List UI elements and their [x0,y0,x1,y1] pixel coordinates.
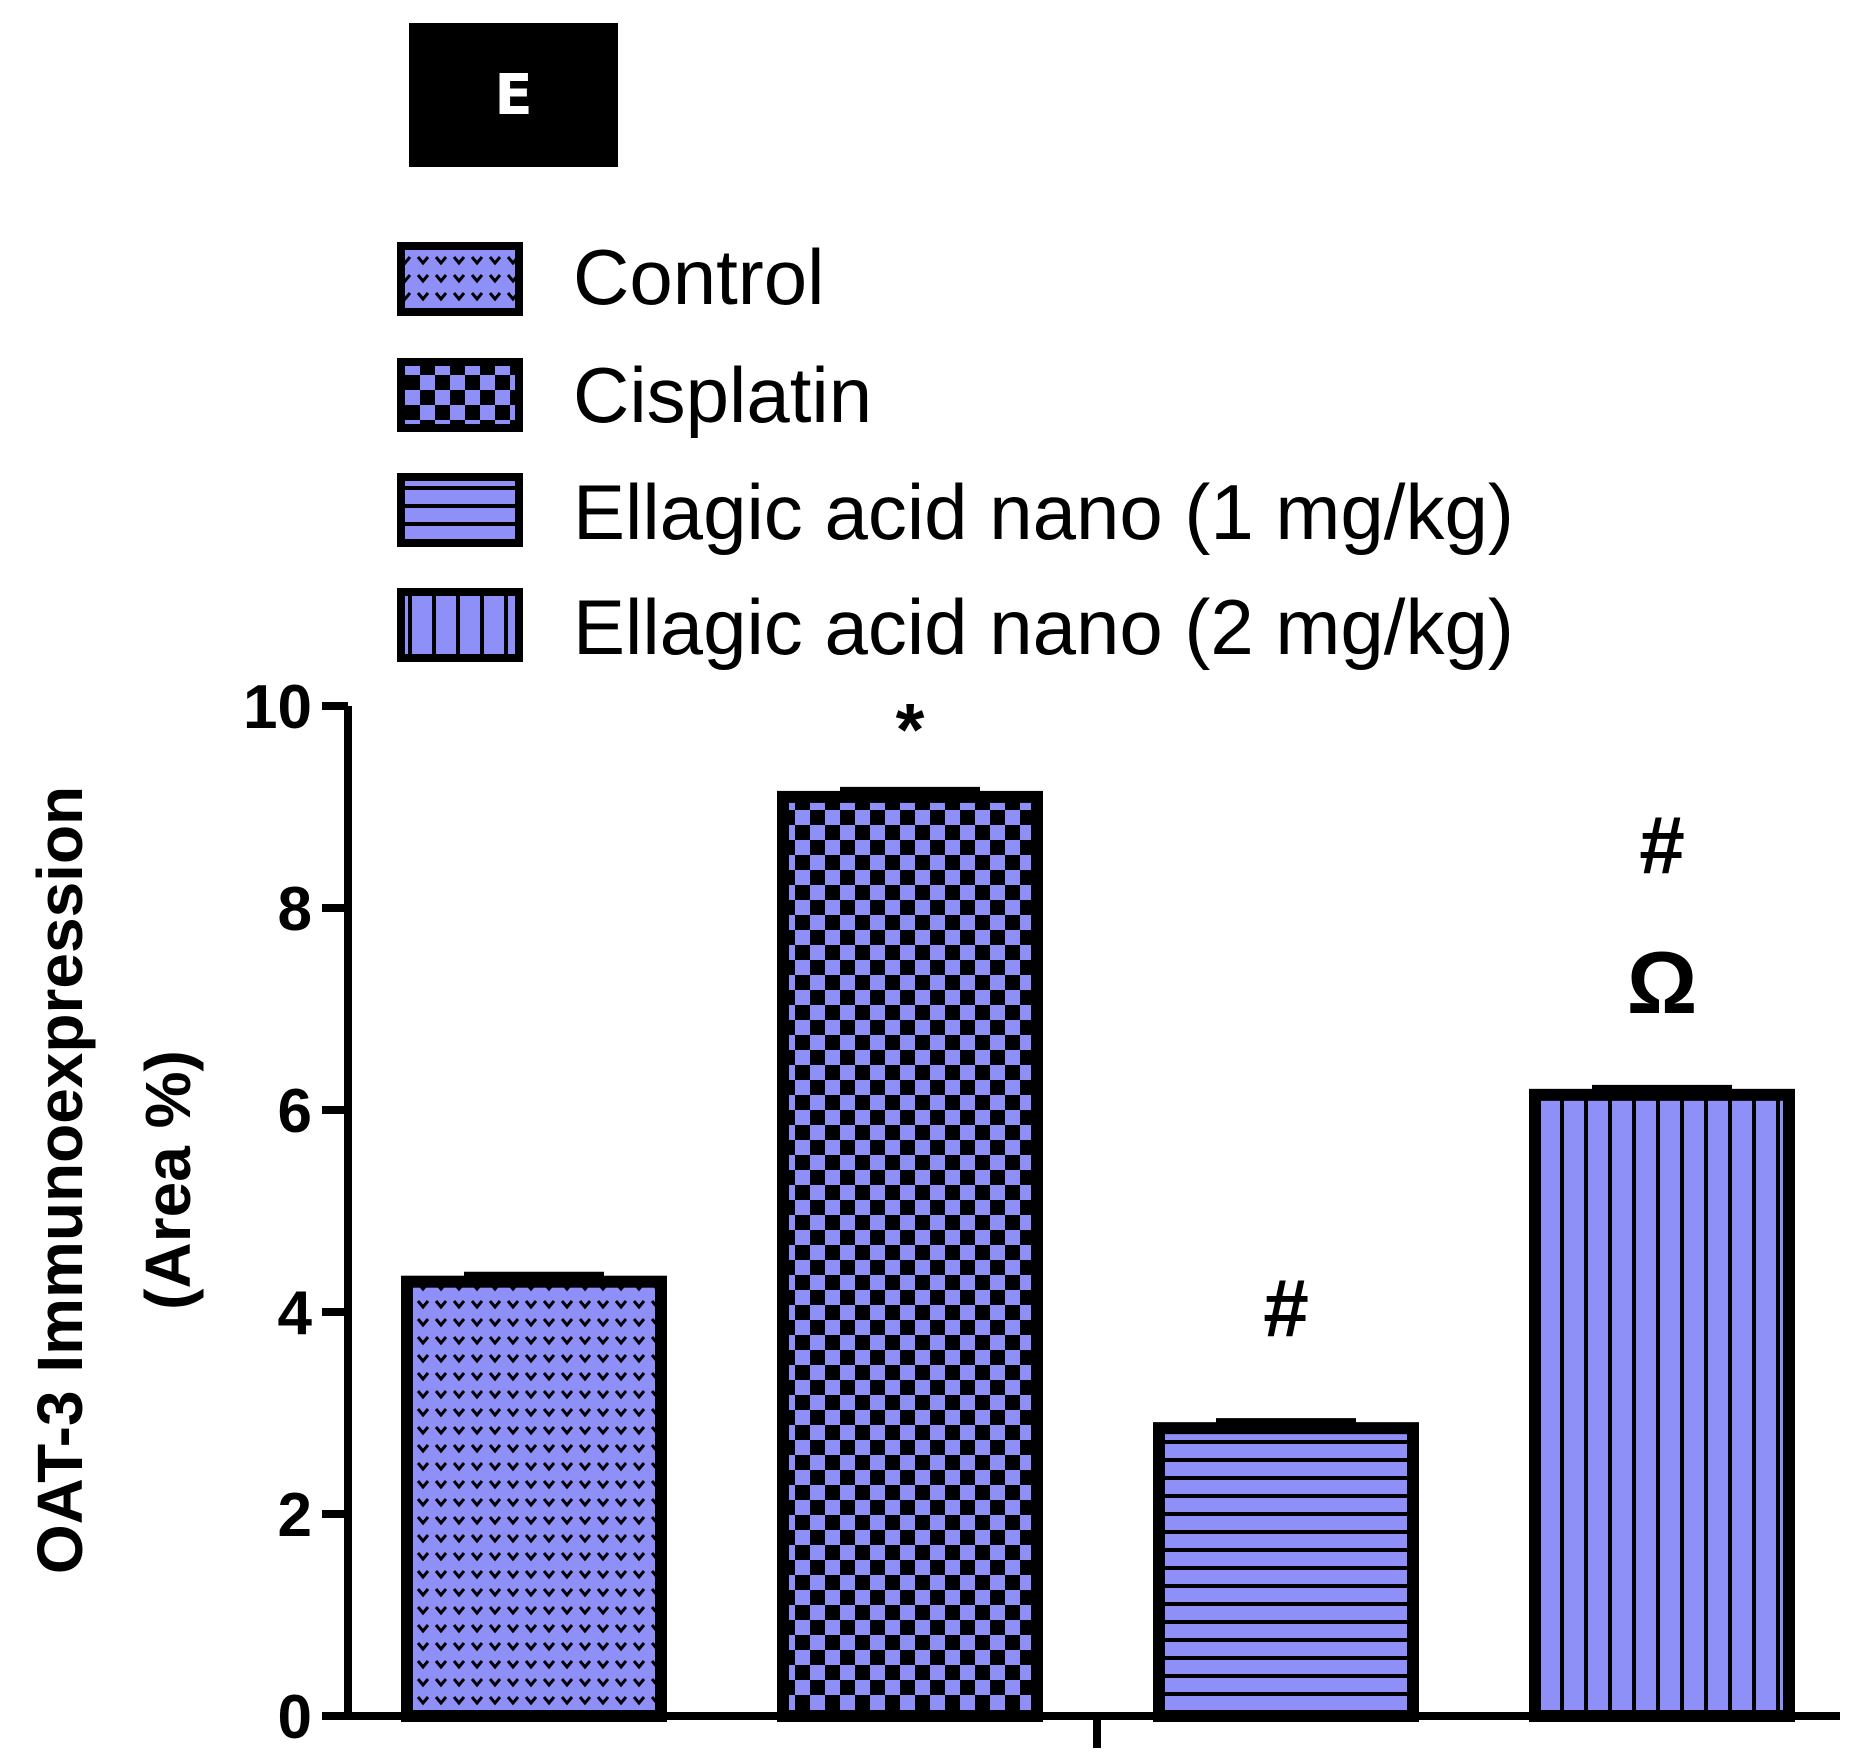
annotation-3-b: Ω [1627,933,1698,1032]
legend-swatch-control [397,242,523,316]
legend-swatch-ea2 [397,588,523,662]
annotations: * # # Ω [896,688,1698,1354]
y-axis-title-line1: OAT-3 Immunoexpression [24,786,96,1574]
legend-label-control: Control [573,233,824,321]
y-ticks: 0 2 4 6 8 10 [243,673,348,1752]
bar-0 [401,1275,667,1722]
bars [401,786,1795,1723]
legend: Control Cisplatin Ellagic acid nano (1 m… [397,233,1514,671]
legend-swatch-ea1 [397,473,523,547]
legend-item-ea2: Ellagic acid nano (2 mg/kg) [397,583,1514,671]
annotation-3-a: # [1639,800,1685,891]
legend-item-control: Control [397,233,824,321]
legend-label-cisplatin: Cisplatin [573,351,872,439]
y-tick-label-3: 6 [278,1077,312,1146]
annotation-1: * [896,688,925,771]
bar-3 [1529,1088,1795,1722]
y-tick-label-5: 10 [243,673,312,742]
bar-1 [777,790,1043,1722]
y-axis-title-line2: (Area %) [132,1050,204,1310]
legend-label-ea1: Ellagic acid nano (1 mg/kg) [573,468,1514,556]
y-tick-label-4: 8 [278,875,312,944]
y-axis-title: OAT-3 Immunoexpression (Area %) [24,786,204,1574]
bar-2 [1153,1422,1419,1723]
y-axis: 0 2 4 6 8 10 [243,673,352,1752]
y-tick-label-1: 2 [278,1481,312,1550]
legend-label-ea2: Ellagic acid nano (2 mg/kg) [573,583,1514,671]
legend-item-ea1: Ellagic acid nano (1 mg/kg) [397,468,1514,556]
y-tick-label-2: 4 [278,1279,313,1348]
legend-swatch-cisplatin [397,358,523,432]
panel-label-text: E [494,62,533,128]
annotation-2: # [1263,1263,1309,1354]
legend-item-cisplatin: Cisplatin [397,351,872,439]
y-tick-label-0: 0 [278,1683,312,1752]
panel-label: E [409,23,618,167]
